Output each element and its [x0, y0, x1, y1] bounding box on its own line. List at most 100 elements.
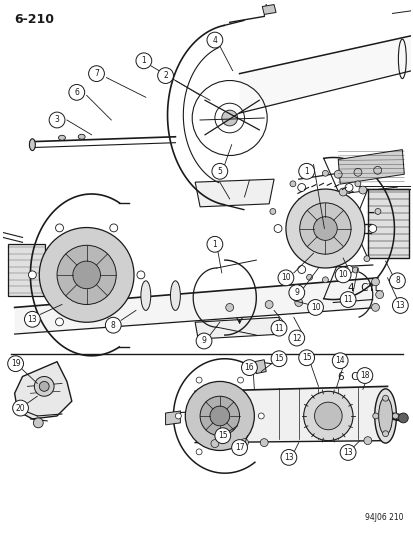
Circle shape: [322, 277, 328, 283]
Circle shape: [339, 445, 355, 461]
Circle shape: [370, 303, 379, 311]
Circle shape: [241, 360, 257, 376]
Text: 8: 8: [394, 276, 399, 285]
Circle shape: [363, 256, 369, 262]
Circle shape: [271, 351, 286, 367]
Circle shape: [280, 449, 296, 465]
Ellipse shape: [378, 397, 392, 435]
Circle shape: [344, 183, 352, 191]
Circle shape: [297, 183, 305, 191]
Circle shape: [288, 285, 304, 301]
Circle shape: [297, 265, 305, 273]
Circle shape: [34, 376, 54, 396]
Circle shape: [237, 377, 243, 383]
Circle shape: [231, 440, 247, 455]
Circle shape: [69, 84, 85, 100]
Circle shape: [314, 402, 341, 430]
Polygon shape: [165, 411, 180, 425]
Circle shape: [105, 317, 121, 333]
Text: 13: 13: [28, 315, 37, 324]
Circle shape: [109, 318, 117, 326]
Ellipse shape: [58, 135, 65, 140]
Text: 3: 3: [55, 116, 59, 125]
Text: 16: 16: [244, 363, 254, 372]
Text: 19: 19: [11, 359, 20, 368]
Circle shape: [33, 418, 43, 428]
Circle shape: [240, 439, 248, 447]
Text: 13: 13: [342, 448, 352, 457]
Circle shape: [372, 413, 378, 419]
Polygon shape: [337, 150, 404, 184]
Circle shape: [368, 224, 376, 232]
Ellipse shape: [29, 139, 35, 151]
Circle shape: [354, 181, 360, 187]
Circle shape: [13, 400, 28, 416]
Text: 4  CYL.: 4 CYL.: [347, 282, 383, 293]
Circle shape: [209, 406, 229, 426]
Text: 11: 11: [342, 295, 352, 304]
Circle shape: [313, 217, 337, 240]
Circle shape: [137, 271, 145, 279]
Ellipse shape: [170, 281, 180, 310]
Circle shape: [39, 382, 49, 391]
Text: 7: 7: [94, 69, 99, 78]
Circle shape: [221, 110, 237, 126]
Circle shape: [288, 330, 304, 346]
Text: 11: 11: [273, 324, 283, 333]
Text: 2: 2: [163, 71, 168, 80]
Ellipse shape: [78, 134, 85, 139]
Circle shape: [375, 290, 383, 298]
Circle shape: [337, 274, 343, 280]
Circle shape: [49, 112, 65, 128]
Polygon shape: [195, 386, 387, 442]
Circle shape: [289, 181, 295, 187]
Circle shape: [352, 267, 358, 273]
Circle shape: [389, 273, 404, 289]
Circle shape: [206, 237, 222, 252]
Circle shape: [332, 353, 347, 369]
Circle shape: [397, 413, 407, 423]
Circle shape: [206, 32, 222, 48]
Text: 1: 1: [304, 167, 308, 176]
Circle shape: [363, 437, 371, 445]
Text: 10: 10: [337, 270, 347, 279]
Text: 9: 9: [201, 336, 206, 345]
Circle shape: [196, 377, 202, 383]
Circle shape: [335, 267, 350, 283]
Circle shape: [306, 274, 312, 280]
Circle shape: [265, 301, 273, 309]
Text: 20: 20: [16, 403, 25, 413]
FancyBboxPatch shape: [367, 189, 408, 258]
Text: 15: 15: [273, 354, 283, 364]
Circle shape: [285, 189, 364, 268]
Circle shape: [24, 311, 40, 327]
Circle shape: [109, 224, 117, 232]
Circle shape: [258, 413, 263, 419]
Circle shape: [269, 208, 275, 214]
Polygon shape: [239, 31, 413, 113]
Text: 13: 13: [394, 301, 404, 310]
Circle shape: [175, 413, 181, 419]
Circle shape: [199, 396, 239, 435]
Text: 6: 6: [74, 88, 79, 97]
Text: 8: 8: [111, 321, 115, 330]
Text: 17: 17: [234, 443, 244, 452]
Text: 1: 1: [141, 56, 146, 66]
Circle shape: [39, 228, 134, 322]
Text: 1: 1: [212, 240, 217, 249]
Text: 13: 13: [283, 453, 293, 462]
Circle shape: [88, 66, 104, 82]
Polygon shape: [195, 317, 281, 339]
Circle shape: [55, 318, 63, 326]
Circle shape: [356, 368, 372, 383]
Circle shape: [57, 245, 116, 304]
Text: 4: 4: [212, 36, 217, 45]
Circle shape: [307, 300, 323, 316]
Polygon shape: [14, 362, 72, 419]
Circle shape: [273, 224, 281, 232]
Circle shape: [260, 439, 268, 447]
Circle shape: [392, 413, 397, 419]
Circle shape: [322, 171, 328, 176]
Circle shape: [298, 164, 314, 179]
Circle shape: [294, 298, 302, 306]
